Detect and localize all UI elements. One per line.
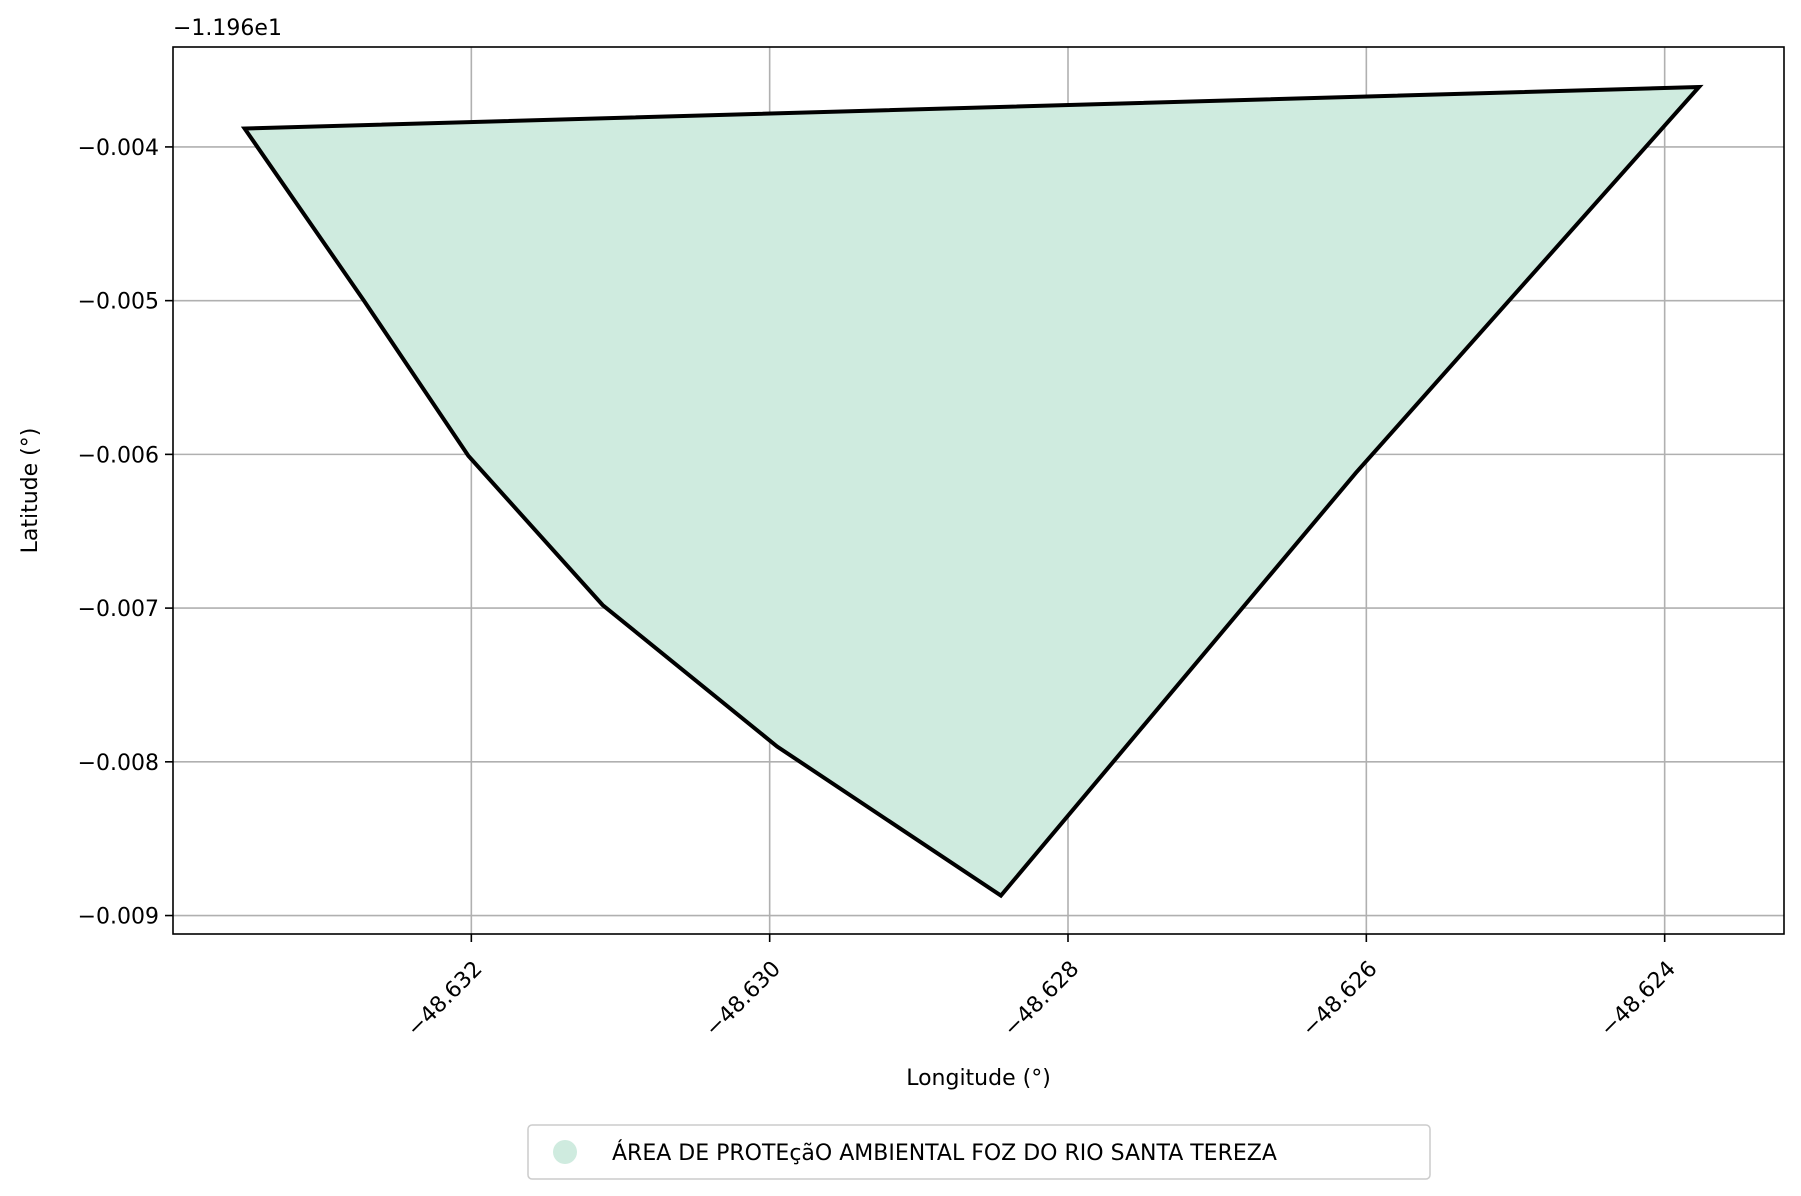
protected-area-polygon xyxy=(240,84,1704,899)
legend-box xyxy=(527,1124,1431,1180)
plot-frame xyxy=(172,46,1785,935)
x-axis-label: Longitude (°) xyxy=(906,1066,1051,1091)
legend: ÁREA DE PROTEçãO AMBIENTAL FOZ DO RIO SA… xyxy=(527,1124,1431,1180)
y-axis-label: Latitude (°) xyxy=(18,428,43,554)
y-tick-label: −0.005 xyxy=(78,290,159,315)
y-tick-label: −0.006 xyxy=(78,443,159,468)
area-layer xyxy=(240,84,1704,899)
y-tick-label: −0.004 xyxy=(78,136,159,161)
y-axis-ticks: −0.004 −0.005 −0.006 −0.007 −0.008 −0.009 xyxy=(78,136,173,930)
y-axis-offset-text: −1.196e1 xyxy=(173,16,282,41)
y-tick-label: −0.007 xyxy=(78,597,159,622)
legend-marker xyxy=(553,1140,577,1164)
y-tick-label: −0.008 xyxy=(78,751,159,776)
y-tick-label: −0.009 xyxy=(78,905,159,930)
legend-label: ÁREA DE PROTEçãO AMBIENTAL FOZ DO RIO SA… xyxy=(612,1140,1277,1166)
